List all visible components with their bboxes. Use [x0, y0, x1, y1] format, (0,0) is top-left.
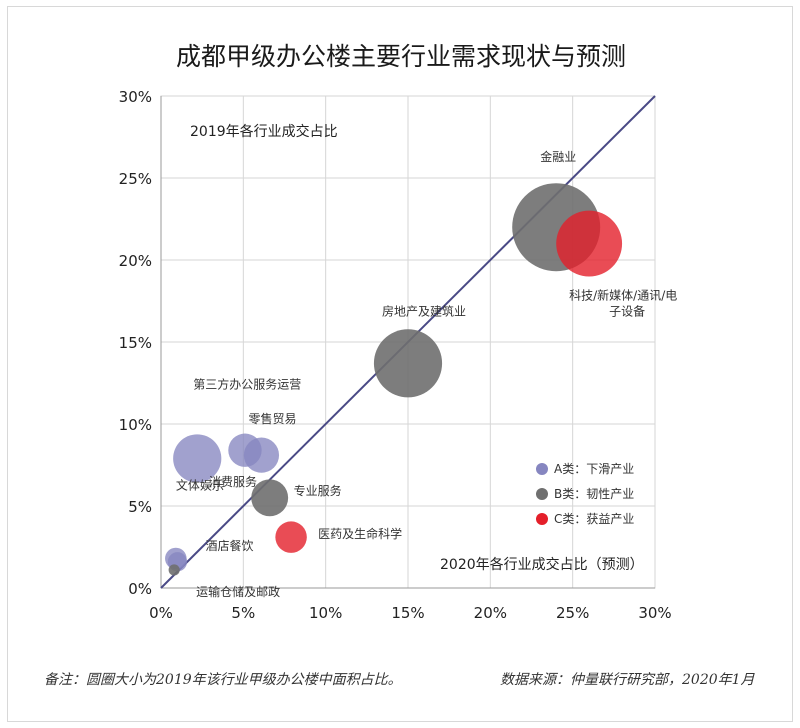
bubble-label-0: 金融业: [540, 149, 576, 164]
chart-frame: 成都甲级办公楼主要行业需求现状与预测 金融业科技/新媒体/通讯/电子设备 房地产及…: [7, 6, 793, 722]
legend: A类：下滑产业 B类：韧性产业 C类：获益产业: [536, 462, 634, 526]
bubble-label-5: 零售贸易: [248, 411, 296, 426]
x-tick-label: 5%: [231, 604, 255, 622]
bubbles: [165, 183, 623, 576]
bubble-label-6: 专业服务: [294, 483, 342, 498]
bubble-3: [173, 434, 222, 483]
bubble-2: [373, 329, 443, 398]
bubble-label-10: 运输仓储及邮政: [196, 584, 280, 599]
legend-label-c: C类：获益产业: [554, 512, 634, 526]
bubble-6: [251, 479, 289, 517]
legend-label-b: B类：韧性产业: [554, 487, 634, 501]
y-tick-label: 5%: [128, 498, 152, 516]
footer-note: 备注：圆圈大小为2019年该行业甲级办公楼中面积占比。: [44, 672, 402, 688]
y-axis-title: 2019年各行业成交占比: [190, 123, 338, 140]
bubble-label-3: 第三方办公服务运营: [193, 376, 301, 391]
y-tick-label: 30%: [119, 88, 152, 106]
bubble-label-1: 科技/新媒体/通讯/电子设备: [569, 288, 677, 319]
footer-source: 数据来源：仲量联行研究部，2020年1月: [500, 672, 755, 688]
bubble-label-7: 医药及生命科学: [318, 526, 402, 541]
x-tick-label: 25%: [556, 604, 589, 622]
bubble-label-4: 消费服务: [209, 474, 257, 489]
bubble-1: [556, 210, 623, 277]
bubble-label-8: 文体娱乐: [176, 477, 224, 492]
x-tick-label: 30%: [638, 604, 671, 622]
y-tick-label: 20%: [119, 252, 152, 270]
y-tick-label: 0%: [128, 580, 152, 598]
x-tick-label: 15%: [391, 604, 424, 622]
x-tick-label: 10%: [309, 604, 342, 622]
y-tick-label: 25%: [119, 170, 152, 188]
legend-marker-b: [536, 488, 548, 500]
bubble-5: [243, 437, 280, 473]
y-tick-label: 15%: [119, 334, 152, 352]
bubble-7: [275, 521, 307, 553]
axes: [160, 96, 655, 589]
x-axis-title: 2020年各行业成交占比（预测）: [440, 556, 644, 573]
bubble-label-9: 酒店餐饮: [205, 538, 253, 553]
tick-labels: 0% 0% 5% 5% 10% 10% 15% 15% 20% 20% 25% 25% 30% 30%: [119, 88, 672, 622]
x-tick-label: 0%: [149, 604, 173, 622]
chart-title: 成都甲级办公楼主要行业需求现状与预测: [176, 42, 626, 71]
bubble-10: [168, 564, 180, 576]
legend-label-a: A类：下滑产业: [554, 462, 634, 476]
x-tick-label: 20%: [474, 604, 507, 622]
y-tick-label: 10%: [119, 416, 152, 434]
bubble-label-2: 房地产及建筑业: [382, 303, 466, 318]
legend-marker-c: [536, 513, 548, 525]
legend-marker-a: [536, 463, 548, 475]
